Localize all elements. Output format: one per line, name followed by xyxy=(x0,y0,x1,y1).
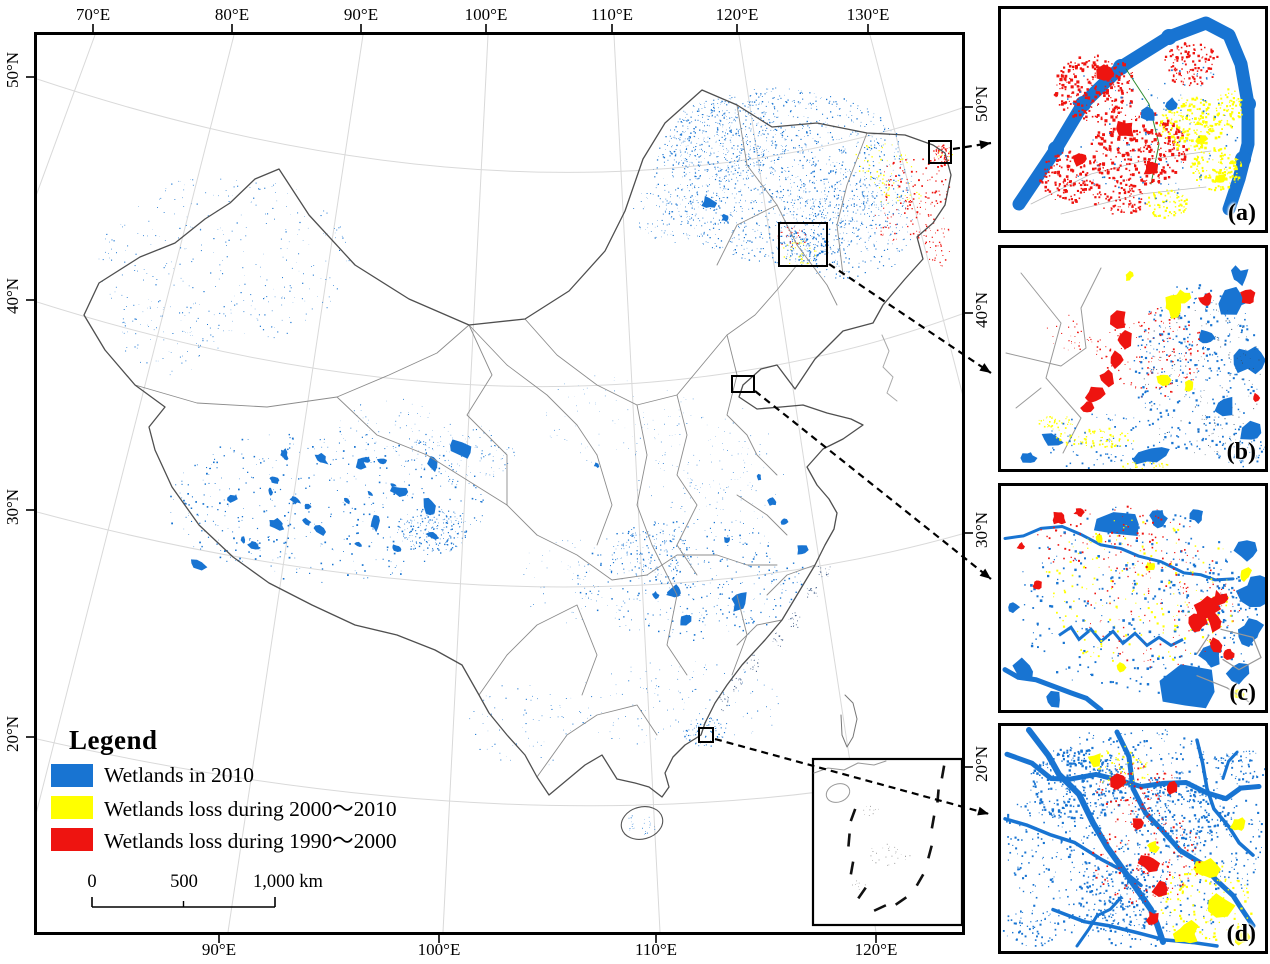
axis-label-left-40n: 40°N xyxy=(3,277,22,315)
inset-panel-d: (d) xyxy=(998,723,1268,954)
axis-label-bottom-120e: 120°E xyxy=(854,940,898,959)
inset-panel-a: (a) xyxy=(998,6,1268,233)
scale-label-500: 500 xyxy=(170,872,198,892)
panel-d-map xyxy=(1002,727,1265,948)
axis-label-top-70e: 70°E xyxy=(75,5,111,24)
legend-item-loss-1990-2000: Wetlands loss during 1990～2000 xyxy=(51,827,397,853)
panel-b-map xyxy=(1005,265,1265,469)
legend-swatch-yellow xyxy=(51,796,93,819)
axis-label-top-100e: 100°E xyxy=(464,5,508,24)
axis-label-bottom-100e: 100°E xyxy=(417,940,461,959)
legend-item-wetlands-2010: Wetlands in 2010 xyxy=(51,763,397,788)
axis-label-top-130e: 130°E xyxy=(846,5,890,24)
scale-bar: 0 500 1,000 km xyxy=(84,872,334,914)
panel-c-map xyxy=(1002,505,1265,710)
axis-label-left-30n: 30°N xyxy=(3,488,22,526)
scale-label-1000: 1,000 km xyxy=(253,872,323,892)
legend-item-loss-2000-2010: Wetlands loss during 2000～2010 xyxy=(51,795,397,821)
axis-label-top-90e: 90°E xyxy=(343,5,379,24)
axis-label-right-20n: 20°N xyxy=(972,745,991,783)
panel-c-label: (c) xyxy=(1229,680,1256,706)
legend-title: Legend xyxy=(69,725,158,755)
scale-label-0: 0 xyxy=(87,872,97,892)
legend-label-wetlands-2010: Wetlands in 2010 xyxy=(104,763,254,787)
legend-swatch-blue xyxy=(51,764,93,787)
panel-a-map xyxy=(1012,16,1256,219)
axis-label-right-50n: 50°N xyxy=(972,85,991,123)
inset-panel-c: (c) xyxy=(998,483,1268,713)
panel-b-label: (b) xyxy=(1226,439,1256,465)
axis-label-bottom-90e: 90°E xyxy=(201,940,237,959)
axis-label-right-30n: 30°N xyxy=(972,511,991,549)
panel-a-label: (a) xyxy=(1228,200,1256,226)
legend-label-loss-1990-2000: Wetlands loss during 1990～2000 xyxy=(104,829,397,853)
axis-label-top-120e: 120°E xyxy=(715,5,759,24)
legend-label-loss-2000-2010: Wetlands loss during 2000～2010 xyxy=(104,797,397,821)
panel-d-label: (d) xyxy=(1226,921,1256,947)
scale-bar-ruler xyxy=(91,897,276,908)
axis-label-left-20n: 20°N xyxy=(3,715,22,753)
axis-label-left-50n: 50°N xyxy=(3,51,22,89)
axis-label-top-80e: 80°E xyxy=(214,5,250,24)
axis-label-right-40n: 40°N xyxy=(972,291,991,329)
map-legend: Legend Wetlands in 2010 Wetlands loss du… xyxy=(51,725,397,853)
axis-label-bottom-110e: 110°E xyxy=(634,940,678,959)
legend-swatch-red xyxy=(51,828,93,851)
inset-panel-b: (b) xyxy=(998,245,1268,472)
axis-label-top-110e: 110°E xyxy=(590,5,634,24)
